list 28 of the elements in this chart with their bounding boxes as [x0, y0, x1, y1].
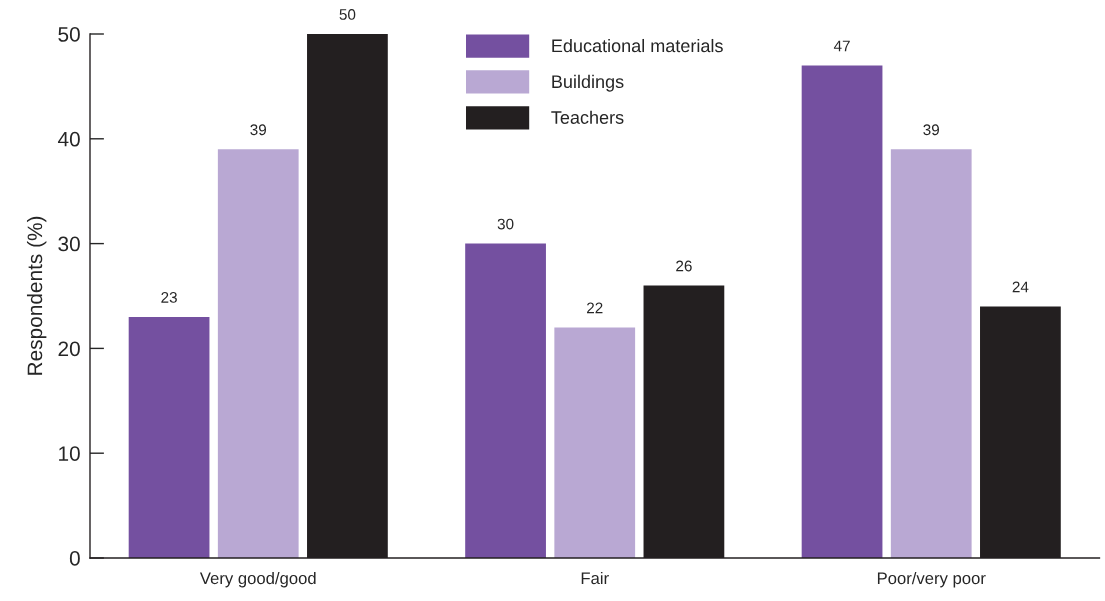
data-label: 24 — [1012, 281, 1029, 293]
x-tick-label: Very good/good — [199, 571, 316, 588]
data-label: 39 — [250, 124, 267, 136]
data-label: 30 — [497, 218, 514, 230]
y-tick-label: 30 — [58, 236, 80, 252]
y-tick-label: 10 — [59, 446, 80, 461]
y-tick-label: 0 — [69, 551, 80, 566]
y-axis-title: Respondents (%) — [26, 216, 47, 375]
y-tick-label: 40 — [57, 131, 80, 147]
bar — [217, 149, 299, 558]
data-label: 47 — [833, 40, 850, 52]
y-tick-label: 50 — [58, 27, 80, 42]
y-tick-label: 20 — [58, 341, 80, 357]
data-label: 22 — [587, 302, 603, 314]
bar — [465, 243, 546, 558]
x-tick-label: Poor/very poor — [877, 571, 986, 588]
data-label: 26 — [676, 260, 692, 272]
legend-label: Teachers — [551, 110, 624, 124]
data-label: 23 — [161, 292, 177, 303]
data-label: 39 — [923, 124, 939, 136]
legend-label: Buildings — [552, 74, 624, 92]
bar — [801, 65, 883, 558]
x-tick-label: Fair — [581, 571, 609, 585]
bar — [890, 149, 972, 558]
bar — [554, 327, 636, 558]
bar — [128, 316, 210, 558]
data-label: 50 — [339, 9, 356, 20]
legend-label: Educational materials — [552, 38, 723, 53]
